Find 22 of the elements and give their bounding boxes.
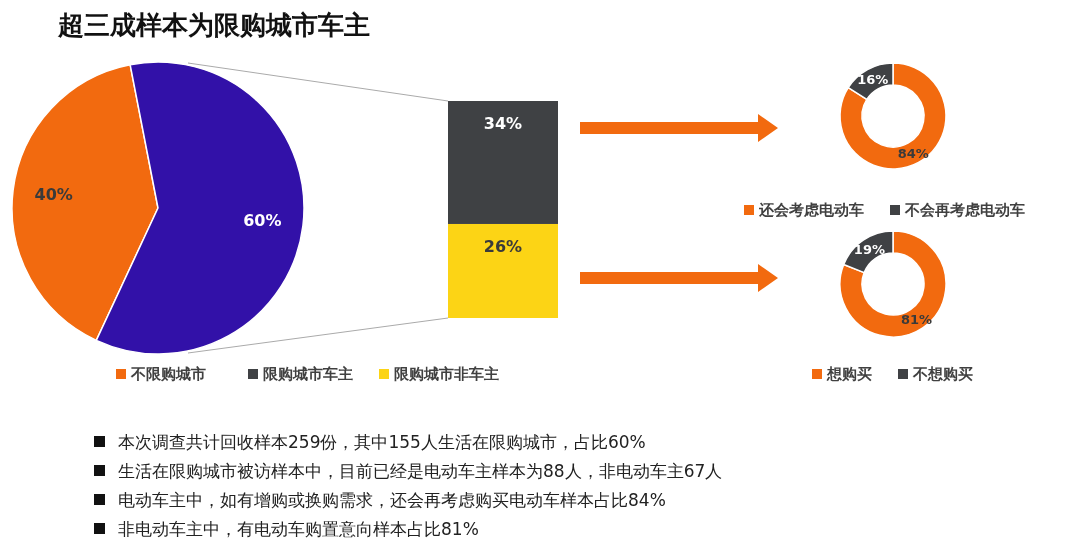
text: 生活在限购城市被访样本中，目前已经是电动车主样本为88人，非电动车主67人 <box>118 461 723 481</box>
data-label: 26% <box>483 236 523 256</box>
donut-slice <box>839 230 947 338</box>
chart-title: 超三成样本为限购城市车主 <box>57 10 370 40</box>
text: 非电动车主中，有电动车购置意向样本占比81% <box>118 519 479 539</box>
text: 本次调查共计回收样本259份，其中155人生活在限购城市，占比60% <box>118 432 646 452</box>
legend-label: 限购城市非车主 <box>394 365 499 383</box>
legend-label: 不限购城市 <box>130 365 206 383</box>
donut-slice <box>839 62 947 170</box>
legend-label: 还会考虑电动车 <box>758 201 864 219</box>
legend-label: 限购城市车主 <box>263 365 353 383</box>
legend-label: 不想购买 <box>912 365 973 383</box>
data-label: 60% <box>243 210 282 230</box>
data-label: 81% <box>901 311 933 327</box>
legend-label: 不会再考虑电动车 <box>904 201 1025 219</box>
data-label: 34% <box>483 114 523 133</box>
data-label: 19% <box>853 242 885 258</box>
legend-label: 想购买 <box>826 365 872 383</box>
data-label: 84% <box>897 145 929 161</box>
text: 电动车主中，如有增购或换购需求，还会再考虑购买电动车样本占比84% <box>118 490 666 510</box>
data-label: 16% <box>857 72 889 88</box>
data-label: 40% <box>34 185 73 205</box>
